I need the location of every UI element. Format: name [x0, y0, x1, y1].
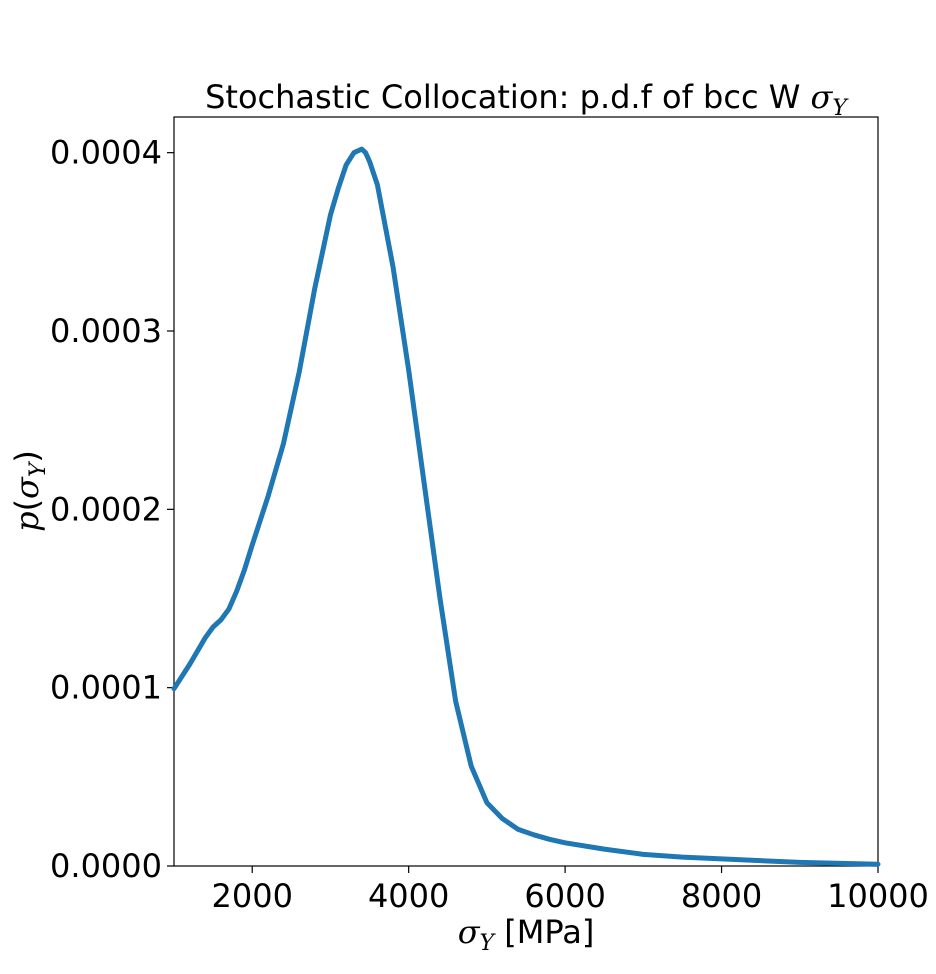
x-axis-ticks: 2000 4000 6000 8000 10000	[212, 866, 929, 915]
y-axis-label: p(σY)	[8, 450, 51, 532]
x-tick-label: 2000	[212, 877, 293, 915]
chart-title-subscript: Y	[832, 96, 849, 121]
x-tick-label: 8000	[681, 877, 762, 915]
x-tick-label: 10000	[827, 877, 929, 915]
chart-title-symbol: σ	[811, 78, 834, 116]
plot-frame	[173, 116, 879, 867]
y-axis-label-subscript: Y	[26, 460, 51, 477]
y-tick-label: 0.0000	[50, 847, 162, 885]
series-line-pdf	[171, 146, 881, 867]
x-axis-label-symbol: σ	[458, 913, 481, 951]
y-tick-label: 0.0004	[50, 134, 162, 172]
y-axis-ticks: 0.0000 0.0001 0.0002 0.0003 0.0004	[50, 134, 174, 885]
y-tick-label: 0.0002	[50, 490, 162, 528]
x-axis-label: σY [MPa]	[458, 913, 595, 956]
x-tick-label: 4000	[368, 877, 449, 915]
plot-area: 2000 4000 6000 8000 10000 0.0000 0.0001 0.0002…	[50, 116, 929, 915]
y-tick-label: 0.0001	[50, 669, 162, 707]
y-axis-label-symbol: σ	[8, 476, 46, 499]
chart-title-text: Stochastic Collocation: p.d.f of bcc W	[205, 78, 810, 116]
y-tick-label: 0.0003	[50, 312, 162, 350]
x-tick-label: 6000	[524, 877, 605, 915]
x-axis-label-subscript: Y	[480, 931, 497, 956]
y-axis-label-func: p	[8, 511, 46, 531]
x-axis-label-unit: [MPa]	[494, 913, 594, 951]
chart-title: Stochastic Collocation: p.d.f of bcc W σ…	[205, 78, 849, 121]
